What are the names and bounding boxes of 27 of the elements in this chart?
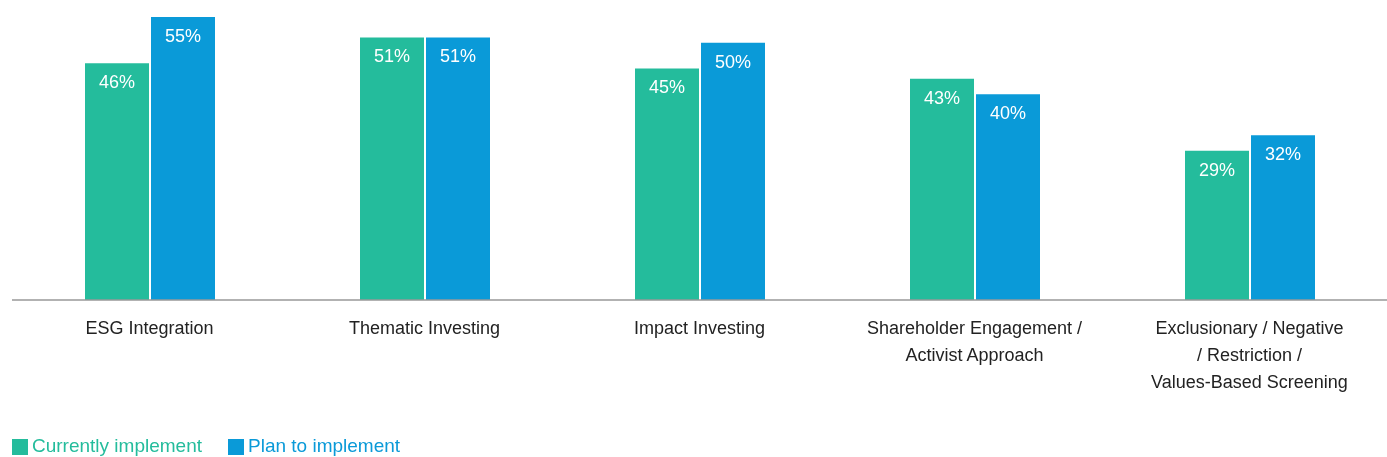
bar — [151, 17, 215, 300]
bar — [976, 94, 1040, 300]
data-label: 32% — [1264, 144, 1302, 165]
data-label: 50% — [714, 51, 752, 72]
data-label: 51% — [439, 46, 477, 67]
data-label: 55% — [164, 25, 202, 46]
data-label: 29% — [1198, 159, 1236, 180]
data-label: 45% — [648, 77, 686, 98]
data-label: 43% — [923, 87, 961, 108]
data-label: 40% — [989, 102, 1027, 123]
bar — [85, 63, 149, 300]
bar — [635, 68, 699, 300]
bar — [1251, 135, 1315, 300]
x-tick-label: Impact Investing — [633, 318, 766, 338]
data-label: 51% — [373, 46, 411, 67]
bar — [360, 37, 424, 300]
bar — [1185, 150, 1249, 300]
x-tick-label: Exclusionary / Negative / Restriction / Values-Based Screening — [1151, 318, 1348, 392]
x-tick-label: Thematic Investing — [348, 318, 501, 338]
bar — [910, 78, 974, 300]
legend-label: Currently implement — [32, 435, 202, 456]
x-tick-label: Shareholder Engagement / Activist Approach — [866, 318, 1083, 365]
data-label: 46% — [98, 72, 136, 93]
legend-label: Plan to implement — [248, 435, 401, 456]
x-tick-label: ESG Integration — [85, 318, 214, 338]
bar — [426, 37, 490, 300]
bar — [701, 42, 765, 300]
